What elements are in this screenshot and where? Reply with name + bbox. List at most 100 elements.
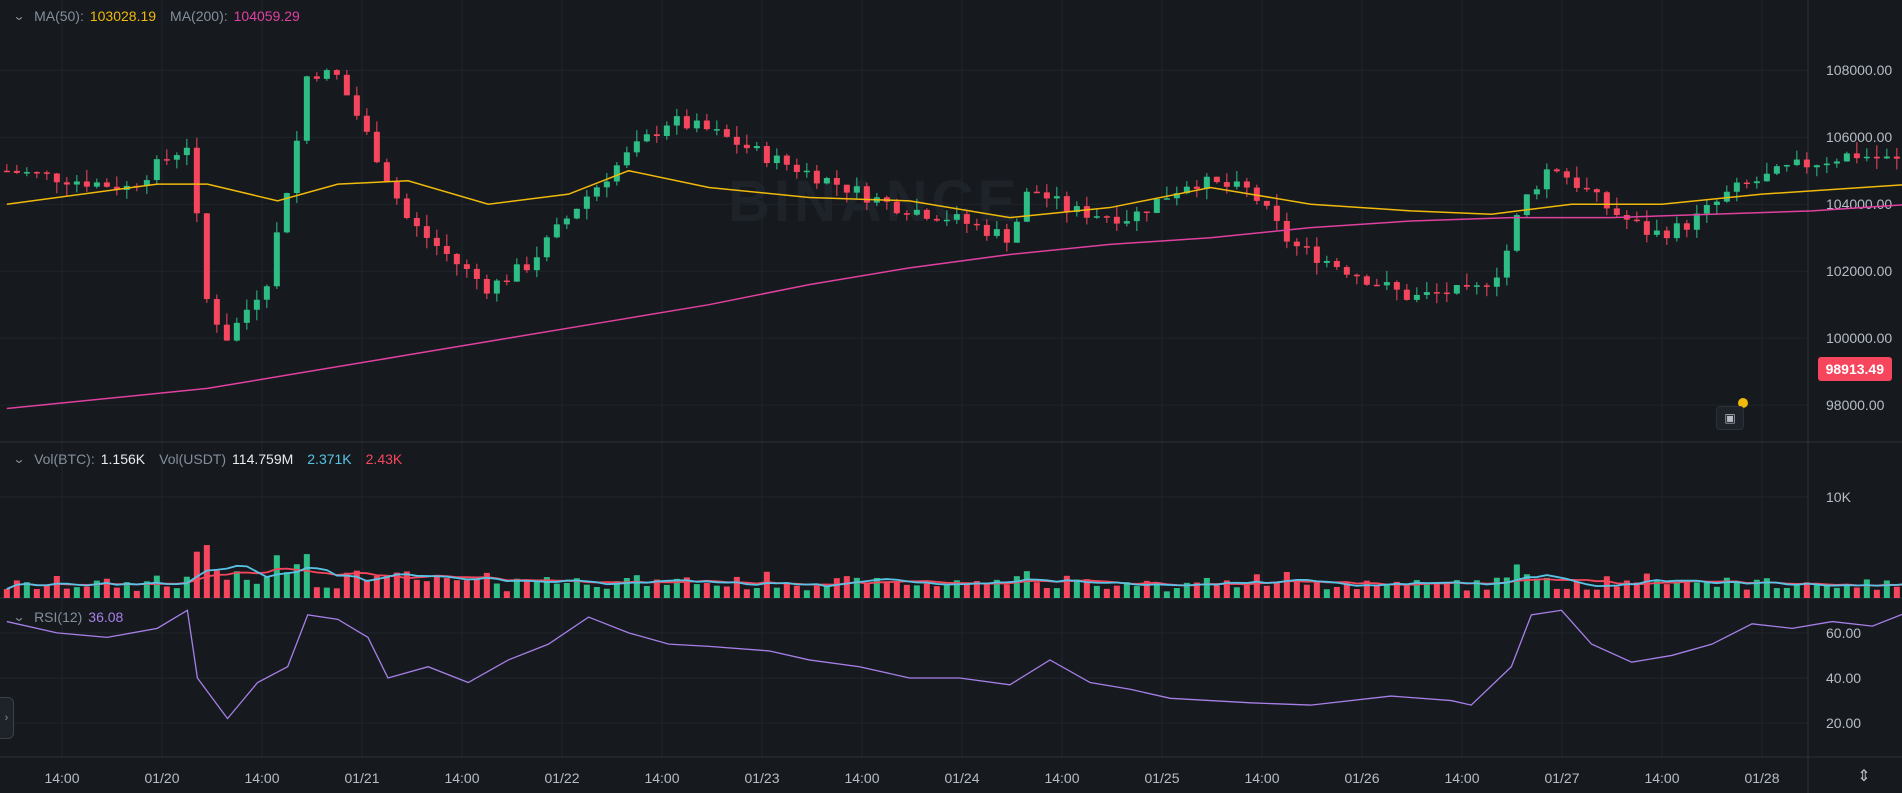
volume-bar xyxy=(923,583,930,598)
candle-body xyxy=(1683,223,1690,230)
volume-bar xyxy=(1173,588,1180,598)
rsi-tick-label: 20.00 xyxy=(1826,715,1861,731)
candle-body xyxy=(33,172,40,174)
volume-bar xyxy=(343,572,350,598)
volume-bar xyxy=(663,584,670,598)
candle-body xyxy=(1753,181,1760,184)
candle-body xyxy=(283,193,290,233)
volume-bar xyxy=(913,585,920,598)
volume-bar xyxy=(1383,584,1390,598)
candle-body xyxy=(1053,196,1060,199)
candle-body xyxy=(363,115,370,132)
collapse-chevron-icon[interactable]: ⌄ xyxy=(12,452,26,466)
volume-bar xyxy=(533,580,540,598)
candle-body xyxy=(193,147,200,214)
volume-bar xyxy=(143,581,150,598)
volume-bar xyxy=(1013,576,1020,598)
volume-bar xyxy=(323,587,330,598)
reset-scale-icon[interactable]: ⇕ xyxy=(1857,768,1871,785)
candle-body xyxy=(1563,171,1570,178)
expand-sidebar-button[interactable]: › xyxy=(0,697,14,739)
volume-bar xyxy=(963,584,970,598)
volume-bar xyxy=(1183,582,1190,598)
candle-body xyxy=(23,172,30,174)
volume-bar xyxy=(1133,586,1140,598)
volume-bar xyxy=(263,576,270,598)
candle-body xyxy=(1843,153,1850,162)
candle-body xyxy=(923,209,930,219)
candle-body xyxy=(893,201,900,214)
volume-bar xyxy=(313,587,320,598)
candle-body xyxy=(1253,187,1260,201)
volume-bar xyxy=(1583,589,1590,598)
event-marker-icon[interactable]: ▣ xyxy=(1716,406,1744,430)
candle-body xyxy=(1403,289,1410,300)
volume-bar xyxy=(1783,587,1790,598)
volume-bar xyxy=(283,572,290,598)
price-tick-label: 102000.00 xyxy=(1826,263,1892,279)
volume-bar xyxy=(443,578,450,598)
candle-body xyxy=(1663,230,1670,239)
volume-bar xyxy=(953,580,960,598)
candle-body xyxy=(863,186,870,203)
price-tick-label: 108000.00 xyxy=(1826,62,1892,78)
candle-body xyxy=(153,159,160,181)
volume-bar xyxy=(1503,577,1510,598)
volume-bar xyxy=(893,582,900,598)
candle-body xyxy=(1203,176,1210,189)
collapse-chevron-icon[interactable]: ⌄ xyxy=(12,9,26,23)
volume-bar xyxy=(1393,581,1400,598)
volume-bar xyxy=(3,589,10,598)
volume-bar xyxy=(1483,589,1490,598)
volume-bar xyxy=(873,577,880,598)
candle-body xyxy=(1063,196,1070,213)
time-tick-label: 14:00 xyxy=(44,770,79,786)
candle-body xyxy=(963,214,970,224)
volume-bar xyxy=(1543,577,1550,598)
vol-btc-value: 1.156K xyxy=(100,451,146,467)
volume-bar xyxy=(173,588,180,598)
candle-body xyxy=(1163,198,1170,200)
volume-bar xyxy=(1753,579,1760,598)
volume-bar xyxy=(1443,583,1450,598)
time-tick-label: 14:00 xyxy=(844,770,879,786)
candle-body xyxy=(233,322,240,341)
candle-body xyxy=(803,170,810,173)
candle-body xyxy=(1653,230,1660,235)
volume-bar xyxy=(13,580,20,598)
volume-bar xyxy=(1423,582,1430,598)
candle-body xyxy=(1823,163,1830,166)
candle-body xyxy=(1523,194,1530,216)
volume-bar xyxy=(763,571,770,598)
ma50-value: 103028.19 xyxy=(89,8,157,24)
candle-body xyxy=(563,218,570,225)
volume-bars xyxy=(3,545,1902,598)
volume-bar xyxy=(583,584,590,598)
volume-bar xyxy=(1683,580,1690,598)
candle-body xyxy=(773,155,780,164)
candle-body xyxy=(103,182,110,187)
rsi-tick-label: 60.00 xyxy=(1826,625,1861,641)
volume-bar xyxy=(63,588,70,598)
volume-bar xyxy=(653,579,660,598)
candle-body xyxy=(623,152,630,166)
candle-body xyxy=(1153,198,1160,213)
volume-bar xyxy=(163,586,170,598)
volume-bar xyxy=(1293,580,1300,598)
volume-bar xyxy=(373,576,380,598)
candle-body xyxy=(713,129,720,131)
volume-bar xyxy=(933,586,940,598)
volume-bar xyxy=(1363,580,1370,598)
candle-body xyxy=(673,116,680,126)
rsi-label: RSI(12) xyxy=(34,609,83,625)
volume-bar xyxy=(1453,580,1460,598)
candle-body xyxy=(93,182,100,187)
volume-bar xyxy=(53,575,60,598)
volume-bar xyxy=(1523,574,1530,598)
time-tick-label: 01/22 xyxy=(544,770,579,786)
candle-body xyxy=(143,180,150,186)
candle-body xyxy=(1453,285,1460,294)
collapse-chevron-icon[interactable]: ⌄ xyxy=(12,610,26,624)
candle-body xyxy=(273,232,280,287)
